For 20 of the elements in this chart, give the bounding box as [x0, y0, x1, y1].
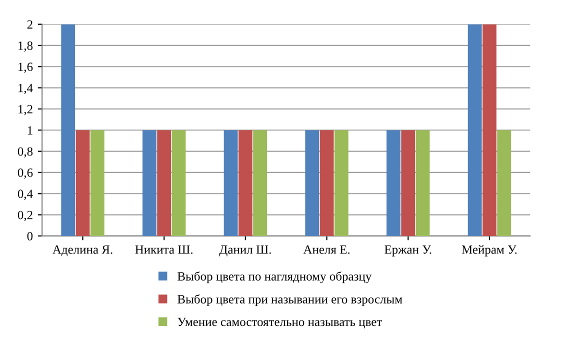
y-tick-label: 0	[27, 232, 33, 240]
x-tick-label: Аделина Я.	[52, 245, 112, 256]
x-tick-label: Никита Ш.	[135, 245, 193, 254]
x-tick-label: Данил Ш.	[219, 245, 271, 256]
y-tick-label: 1	[28, 126, 32, 134]
y-tick-label: 1,6	[18, 62, 33, 73]
x-tick-label: Ержан У.	[384, 245, 432, 256]
legend-label: Умение самостоятельно называть цвет	[178, 318, 382, 328]
y-tick-label: 1,2	[18, 105, 32, 116]
y-tick-label: 0,2	[18, 210, 32, 222]
y-tick-label: 0,6	[18, 168, 33, 179]
y-tick-label: 2	[27, 20, 32, 29]
legend-label: Выбор цвета при назывании его взрослым	[178, 294, 402, 306]
x-tick-label: Анеля Е.	[303, 245, 350, 254]
y-tick-label: 0,8	[18, 147, 33, 158]
x-tick-label: Мейрам У.	[462, 245, 517, 256]
y-tick-label: 1,4	[18, 84, 33, 94]
y-tick-label: 1,8	[18, 41, 33, 52]
legend-label: Выбор цвета по наглядному образцу	[178, 272, 372, 284]
y-tick-label: 0,4	[18, 190, 33, 200]
